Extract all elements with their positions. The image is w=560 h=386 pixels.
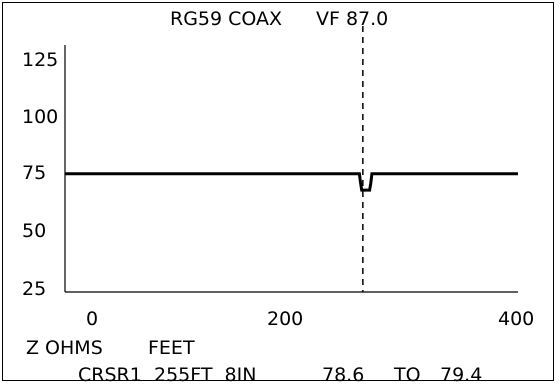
x-tick-label: 200 bbox=[267, 308, 304, 330]
y-tick-label: 100 bbox=[22, 106, 59, 128]
impedance-from: 78.6 bbox=[322, 364, 365, 386]
to-label: TO bbox=[394, 364, 421, 386]
impedance-trace bbox=[65, 172, 518, 192]
x-axis-label: FEET bbox=[148, 337, 195, 359]
y-tick-label: 50 bbox=[22, 220, 47, 242]
velocity-factor-label: VF 87.0 bbox=[316, 8, 389, 30]
cursor-label: CRSR1 bbox=[78, 364, 142, 386]
cursor-distance: 255FT 8IN bbox=[154, 364, 257, 386]
x-tick-label: 0 bbox=[86, 308, 99, 330]
y-axis-label: Z OHMS bbox=[26, 337, 103, 359]
impedance-to: 79.4 bbox=[440, 364, 483, 386]
y-tick-label: 25 bbox=[22, 278, 47, 300]
y-tick-label: 75 bbox=[22, 162, 47, 184]
x-tick-label: 400 bbox=[498, 308, 535, 330]
screen-border bbox=[2, 2, 554, 381]
cable-type-label: RG59 COAX bbox=[170, 8, 283, 30]
y-tick-label: 125 bbox=[22, 49, 59, 71]
